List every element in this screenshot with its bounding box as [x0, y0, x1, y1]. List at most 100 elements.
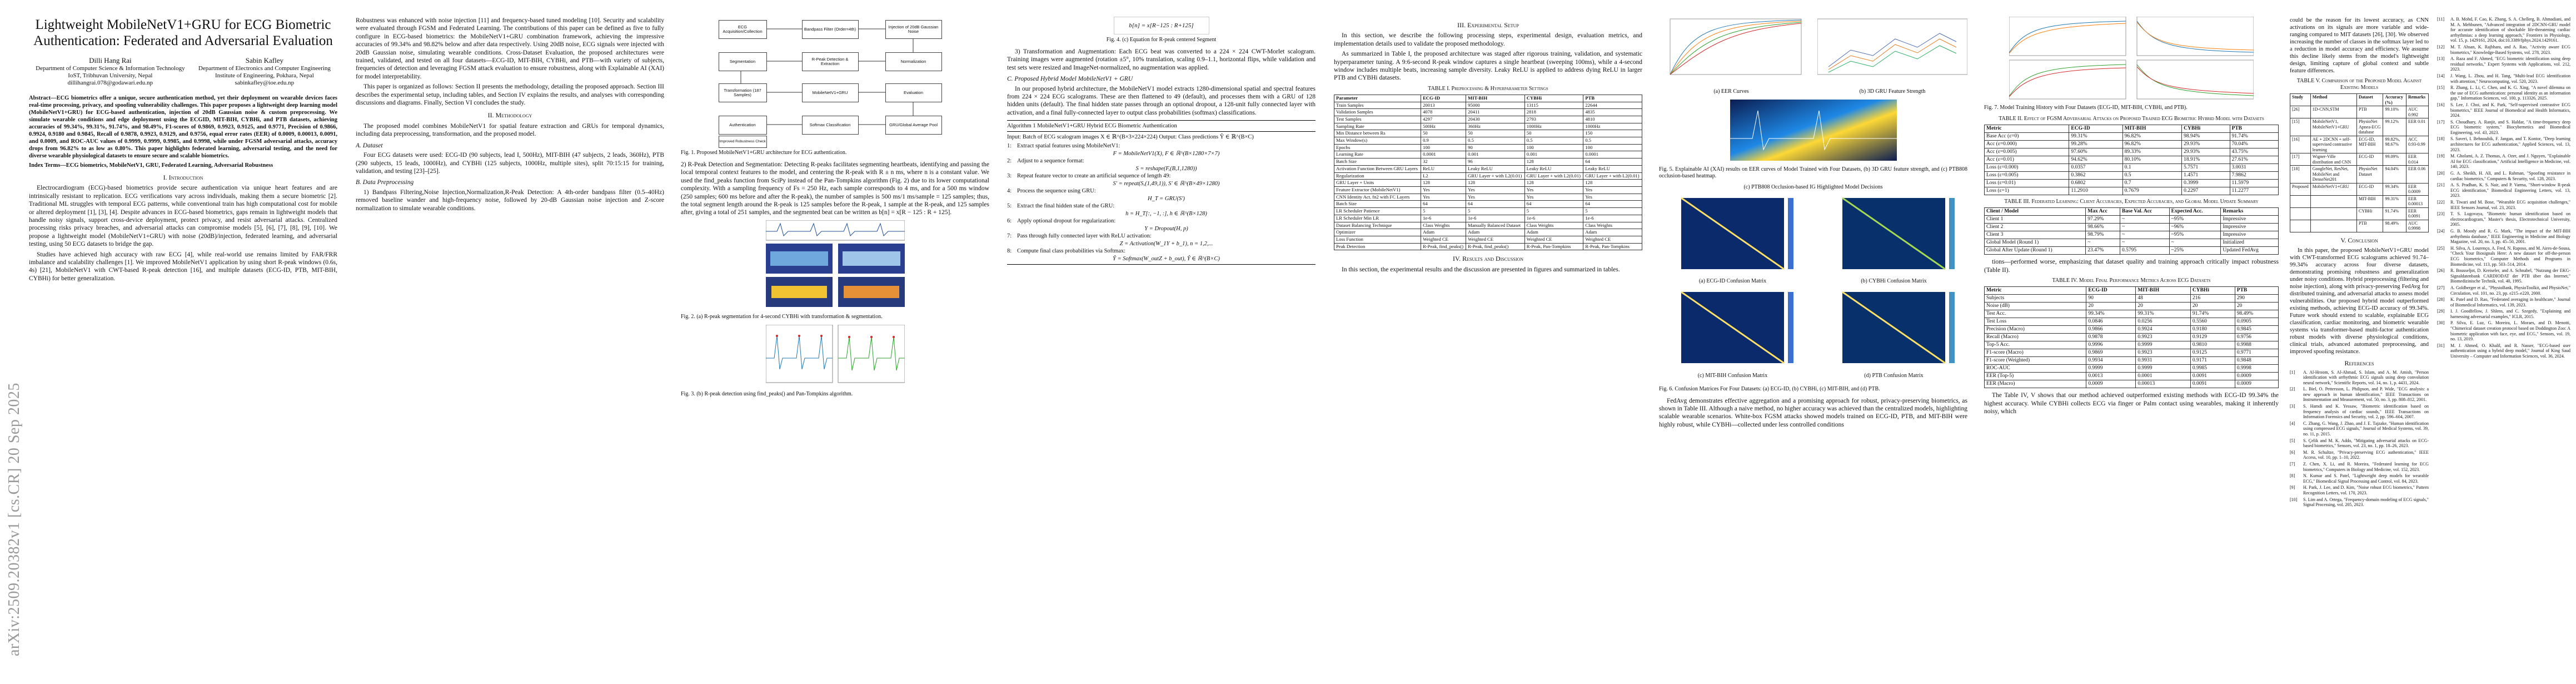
- reference-item: [8] N. Kumar and S. Patel, "Lightweight d…: [2290, 473, 2429, 484]
- table-cell: Proposed: [2290, 182, 2311, 196]
- author-name: Dilli Hang Rai: [89, 56, 132, 65]
- table-cell: 0.9810: [2190, 341, 2235, 350]
- table-body: [26] 1D-CNN,STM PTB 99.10% AUC 0.992 [15] Mobi…: [2290, 106, 2429, 232]
- table-row: GRU Layer + Units 128 128 128 128: [1334, 179, 1642, 187]
- table-cell: 99.82%, 98.67%: [2383, 135, 2407, 153]
- table-cell: 99.31%: [2069, 132, 2123, 141]
- algorithm-line: 5: Extract the final hidden state of the …: [1007, 202, 1316, 210]
- table-row: Precision (Macro) 0.9866 0.9924 0.9180 0.984…: [1984, 325, 2279, 334]
- algorithm-line-text: S = reshape(F,(B,1,1280)): [1135, 165, 1197, 172]
- figure-5-caption: Fig. 5. Explainable AI (XAI) results on …: [1659, 166, 1967, 179]
- reference-item: [20] G. A. Sheikh, H. Ali, and L. Rahman,…: [2437, 171, 2570, 181]
- table-header-cell: Metric: [1984, 125, 2070, 133]
- table-cell: ECG-ID, MIT-BIH: [2356, 135, 2384, 153]
- table-cell: [2310, 219, 2357, 232]
- diagram-arrows: [740, 28, 913, 125]
- algorithm-line-number: [1007, 255, 1017, 263]
- table-cell: 290: [2234, 294, 2279, 303]
- table-cell: 98.49%: [2234, 310, 2279, 319]
- table-cell: EER 0.014: [2406, 153, 2429, 166]
- table-1: Parameter ECG-ID MIT-BIH CYBHi PTB Train Sam…: [1334, 94, 1642, 251]
- algorithm-line-text: Extract the final hidden state of the GR…: [1017, 203, 1115, 210]
- table-cell: 0.9996: [2086, 341, 2136, 350]
- figure-2-panels: [765, 220, 905, 307]
- table-row: Learning Rate 0.0001 0.001 0.001 0.0001: [1334, 151, 1642, 159]
- reference-number: [19]: [2437, 153, 2445, 159]
- table-cell: 98.94%: [2181, 132, 2230, 141]
- table-cell: Min Distance between Rs: [1334, 130, 1422, 138]
- table-cell: Batch Size: [1334, 200, 1422, 209]
- table-cell: 2818: [1524, 108, 1584, 116]
- table-cell: 20: [2086, 302, 2136, 311]
- reference-number: [16]: [2437, 102, 2445, 107]
- table-cell: 0.9756: [2234, 333, 2279, 342]
- abstract: Abstract—ECG biometrics offer a unique, …: [29, 95, 337, 159]
- table-cell: 0.9771: [2234, 349, 2279, 358]
- table-row: Loss (ε=0.000) 0.0357 0.1 5.7571 3.0031: [1984, 163, 2279, 172]
- table-cell: 96: [1466, 158, 1525, 166]
- table-cell: Regularization: [1334, 172, 1422, 180]
- algorithm-line: Y = Dropout(H, p): [1007, 225, 1316, 233]
- table-cell: 99.12%: [2383, 118, 2407, 136]
- table-cell: Subjects: [1984, 294, 2087, 303]
- table-cell: 128: [1583, 179, 1642, 187]
- table-cell: Class Weights: [1583, 221, 1642, 230]
- author-name: Sabin Kafley: [245, 56, 283, 65]
- table-cell: Adam: [1583, 229, 1642, 236]
- table-cell: 0.9985: [2190, 364, 2235, 373]
- index-terms: Index Terms—ECG biometrics, MobileNetV1,…: [29, 162, 273, 168]
- table-row: F1-score (Macro) 0.9869 0.9923 0.9125 0.9771: [1984, 349, 2279, 358]
- table-cell: 0.0001: [2135, 372, 2191, 381]
- algorithm-line-text: F = MobileNetV1(X), F ∈ ℝ^(B×1280×7×7): [1113, 150, 1220, 157]
- table-cell: Yes: [1524, 193, 1584, 201]
- table-cell: GRU Layer + with L2(0.01): [1466, 172, 1525, 180]
- figure-6b: (b) CYBHi Confusion Matrix: [1820, 195, 1967, 289]
- algorithm-line-number: 4:: [1007, 188, 1012, 195]
- table-body: Client 1 97.29% ~ ~95% Impressive Client 2 98.…: [1984, 215, 2279, 255]
- algorithm-line-text: Apply optional dropout for regularizatio…: [1017, 218, 1116, 225]
- figure-5a-caption: (a) EER Curves: [1713, 88, 1749, 95]
- author-email[interactable]: sabinkafley@ioe.edu.np: [235, 80, 295, 86]
- reference-number: [20]: [2437, 171, 2445, 176]
- table-cell: 50: [1524, 130, 1584, 138]
- table-header-cell: CYBHi: [2190, 286, 2235, 295]
- reference-number: [17]: [2437, 119, 2445, 125]
- table-cell: 0.9125: [2190, 349, 2235, 358]
- table-cell: ACC 0.93-0.99: [2406, 135, 2429, 153]
- table-row: Train Samples 20013 95000 13115 22644: [1334, 101, 1642, 110]
- figure-5c: [1730, 100, 1897, 163]
- table-cell: 64: [1583, 200, 1642, 209]
- reference-text: S. Lim and A. Ortega, "Frequency-domain …: [2303, 497, 2429, 508]
- table-header-cell: Remarks: [2220, 207, 2279, 216]
- table-cell: 22644: [1583, 101, 1642, 110]
- reference-number: [10]: [2290, 497, 2298, 502]
- table-cell: ~: [2169, 239, 2221, 247]
- paragraph: 2) R-Peak Detection and Segmentation: De…: [681, 161, 989, 216]
- table-cell: GoogleNet, ResNet, MobileNet and DenseNe…: [2310, 165, 2357, 184]
- algorithm-line-number: [1007, 165, 1017, 173]
- reference-item: [24] G. B. Moody and R. G. Mark, "The imp…: [2437, 229, 2570, 245]
- table-cell: AUC 0.9998: [2406, 219, 2429, 232]
- figure-1-caption: Fig. 1. Proposed MobileNetV1+GRU archite…: [681, 150, 847, 156]
- table-cell: Loss (ε=0.005): [1984, 171, 2070, 180]
- algorithm-line-number: 6:: [1007, 218, 1012, 225]
- figure-5a: (a) EER Curves: [1659, 17, 1803, 100]
- algorithm-line: S' = repeat(S,(1,49,1)), S' ∈ ℝ^(B×49×12…: [1007, 180, 1316, 188]
- table-row: Optimizer Adam Adam Adam Adam: [1334, 229, 1642, 236]
- table-cell: 94.04%: [2383, 165, 2407, 184]
- table-cell: 0.9845: [2234, 325, 2279, 334]
- author-email[interactable]: dillihangrai.078@godawari.edu.np: [67, 80, 153, 86]
- author-inst: IoST, Tribhuvan University, Nepal: [68, 72, 153, 79]
- table-cell: 0.0013: [2086, 372, 2136, 381]
- reference-item: [1] A. Al-Hroom, S. Al-Ahmad, S. Islam, a…: [2290, 370, 2429, 386]
- table-header-cell: Metric: [1984, 286, 2087, 295]
- paragraph: Robustness was enhanced with noise injec…: [356, 17, 664, 80]
- reference-item: [19] M. Gholami, A. Z. Thomas, A. Ozer, a…: [2437, 153, 2570, 170]
- table-cell: PTB: [2356, 106, 2384, 118]
- diagram-box-normalization: Normalization: [885, 52, 942, 71]
- table-cell: ~: [2120, 215, 2170, 224]
- reference-item: [9] H. Park, J. Lee, and D. Kim, "Noise r…: [2290, 485, 2429, 495]
- table-cell: Yes: [1421, 193, 1467, 201]
- table-header-row: Metric ECG-ID MIT-BIH CYBHi PTB: [1984, 286, 2279, 295]
- reference-number: [12]: [2437, 44, 2445, 49]
